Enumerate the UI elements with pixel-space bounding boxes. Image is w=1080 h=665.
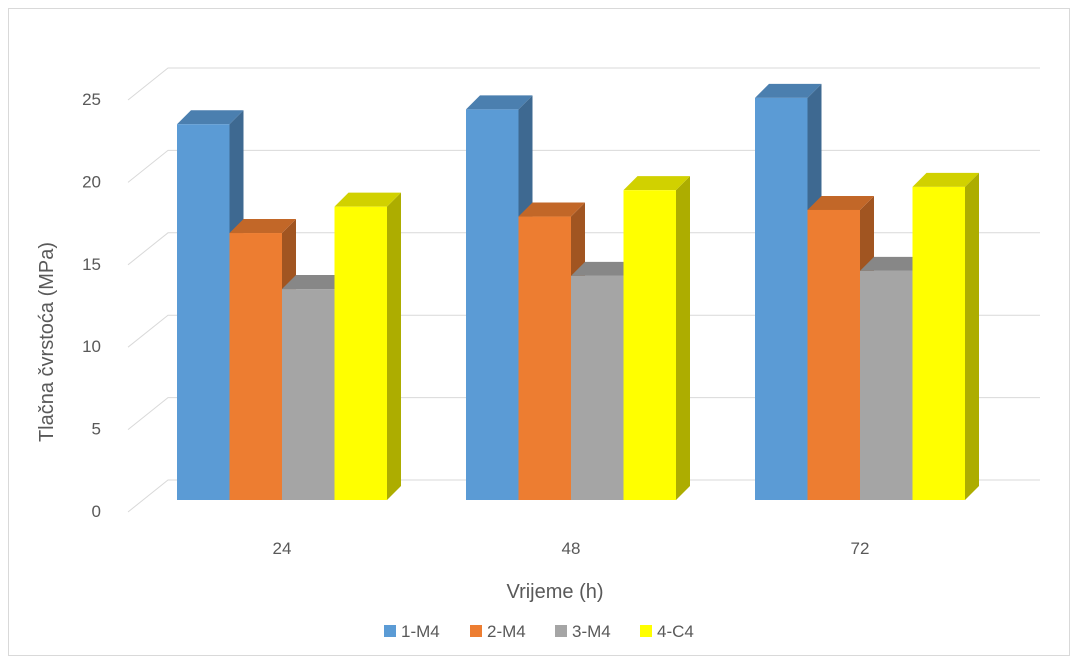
y-tick-label: 15 [82, 255, 101, 274]
bar-top [623, 176, 690, 191]
legend-swatch [470, 625, 482, 637]
y-axis-title: Tlačna čvrstoća (MPa) [36, 242, 58, 442]
legend-swatch [640, 625, 652, 637]
legend-item: 3-M4 [555, 622, 611, 641]
legend-item: 4-C4 [640, 622, 694, 641]
bar-top [860, 256, 927, 271]
x-tick-label: 72 [851, 539, 870, 558]
bar-side [965, 172, 979, 500]
bar-front [282, 289, 335, 500]
gridline [127, 67, 1040, 101]
bar-front [755, 97, 808, 500]
bar-front [229, 233, 282, 501]
legend-label: 4-C4 [657, 622, 694, 641]
x-tick-labels: 24 48 72 [273, 539, 870, 558]
bar-top [334, 192, 401, 207]
bar-top [912, 172, 979, 187]
bar-front [807, 209, 860, 500]
legend-label: 1-M4 [401, 622, 440, 641]
bar-top [571, 261, 638, 276]
y-tick-label: 10 [82, 337, 101, 356]
bar-side [676, 176, 690, 500]
bar [912, 172, 979, 500]
gridline [127, 149, 1040, 183]
legend: 1-M4 2-M4 3-M4 4-C4 [384, 622, 694, 641]
legend-item: 2-M4 [470, 622, 526, 641]
y-tick-labels: 0 5 10 15 20 25 [82, 90, 101, 521]
bar-top [466, 95, 533, 110]
gridline [127, 232, 1040, 266]
x-tick-label: 24 [273, 539, 292, 558]
legend-item: 1-M4 [384, 622, 440, 641]
legend-label: 2-M4 [487, 622, 526, 641]
legend-label: 3-M4 [572, 622, 611, 641]
bar-top [229, 219, 296, 234]
y-tick-label: 5 [92, 420, 101, 439]
bar-top [518, 202, 585, 217]
grid-layer [127, 67, 1040, 513]
bar-top [755, 83, 822, 98]
bar [623, 176, 690, 500]
gridline [127, 397, 1040, 430]
bar-front [571, 275, 624, 500]
bar-front [177, 124, 230, 501]
gridline [127, 479, 1040, 513]
legend-swatch [555, 625, 567, 637]
x-tick-label: 48 [562, 539, 581, 558]
bar-layer [177, 83, 979, 501]
bar-side [387, 192, 401, 500]
legend-swatch [384, 625, 396, 637]
bar-front [466, 109, 519, 500]
y-tick-label: 25 [82, 90, 101, 109]
bar-top [177, 110, 244, 125]
bar-front [334, 206, 387, 500]
y-tick-label: 0 [92, 502, 101, 521]
bar-top [282, 275, 349, 290]
bar-front [623, 190, 676, 500]
bar-front [518, 216, 571, 500]
bar-front [912, 186, 965, 500]
bar-top [807, 195, 874, 210]
bar-front [860, 270, 913, 500]
bar [334, 192, 401, 500]
bar [177, 110, 244, 501]
x-axis-title: Vrijeme (h) [506, 581, 603, 603]
y-tick-label: 20 [82, 172, 101, 191]
gridline [127, 314, 1040, 348]
